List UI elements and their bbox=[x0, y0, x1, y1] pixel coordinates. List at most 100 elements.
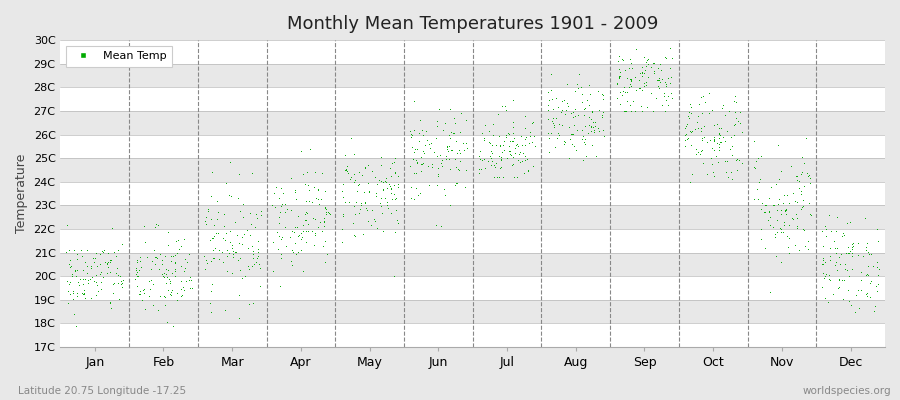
Point bbox=[98, 258, 112, 265]
Point bbox=[754, 153, 769, 159]
Bar bbox=[60, 229, 885, 252]
Point bbox=[682, 128, 697, 134]
Point bbox=[356, 189, 371, 196]
Point bbox=[161, 229, 176, 235]
Point bbox=[491, 174, 506, 180]
Point bbox=[275, 190, 290, 196]
Point bbox=[634, 64, 649, 70]
Text: Latitude 20.75 Longitude -17.25: Latitude 20.75 Longitude -17.25 bbox=[18, 386, 186, 396]
Point bbox=[336, 213, 350, 219]
Point bbox=[694, 137, 708, 143]
Point bbox=[137, 290, 151, 296]
Point bbox=[410, 192, 425, 198]
Point bbox=[434, 160, 448, 166]
Point bbox=[712, 144, 726, 151]
Point bbox=[272, 214, 286, 220]
Point bbox=[320, 211, 334, 218]
Point bbox=[582, 114, 597, 120]
Point bbox=[714, 125, 728, 132]
Point bbox=[387, 159, 401, 166]
Point bbox=[571, 84, 585, 91]
Point bbox=[368, 174, 382, 180]
Point bbox=[828, 245, 842, 251]
Point bbox=[713, 139, 727, 146]
Point bbox=[754, 200, 769, 206]
Point bbox=[561, 103, 575, 110]
Point bbox=[794, 206, 808, 213]
Point bbox=[225, 242, 239, 248]
Point bbox=[818, 294, 832, 301]
Point bbox=[146, 302, 160, 308]
Point bbox=[104, 300, 118, 306]
Point bbox=[452, 147, 466, 153]
Point bbox=[448, 120, 463, 126]
Point bbox=[841, 220, 855, 226]
Point bbox=[354, 200, 368, 206]
Point bbox=[383, 190, 398, 196]
Point bbox=[768, 231, 782, 238]
Point bbox=[389, 207, 403, 213]
Point bbox=[774, 207, 788, 213]
Point bbox=[706, 136, 721, 143]
Point bbox=[623, 81, 637, 88]
Point bbox=[853, 286, 868, 293]
Point bbox=[519, 156, 534, 162]
Point bbox=[144, 265, 158, 272]
Point bbox=[413, 116, 428, 123]
Point bbox=[586, 124, 600, 130]
Point bbox=[659, 80, 673, 87]
Point bbox=[558, 111, 572, 118]
Point bbox=[652, 84, 666, 91]
Point bbox=[683, 178, 698, 185]
Point bbox=[499, 106, 513, 113]
Point bbox=[414, 161, 428, 167]
Point bbox=[183, 274, 197, 280]
Point bbox=[836, 230, 850, 236]
Point bbox=[563, 110, 578, 117]
Point bbox=[500, 155, 514, 161]
Point bbox=[446, 115, 461, 122]
Point bbox=[566, 114, 580, 120]
Point bbox=[758, 245, 772, 252]
Point bbox=[216, 235, 230, 242]
Point bbox=[829, 250, 843, 257]
Point bbox=[658, 108, 672, 114]
Point bbox=[428, 222, 443, 228]
Point bbox=[584, 123, 598, 130]
Point bbox=[230, 194, 245, 201]
Point bbox=[452, 166, 466, 173]
Point bbox=[472, 153, 486, 160]
Point bbox=[486, 132, 500, 138]
Point bbox=[240, 244, 255, 251]
Point bbox=[582, 122, 597, 128]
Point bbox=[817, 275, 832, 282]
Point bbox=[222, 227, 237, 234]
Point bbox=[518, 153, 532, 159]
Point bbox=[322, 211, 337, 217]
Point bbox=[579, 153, 593, 159]
Point bbox=[623, 56, 637, 62]
Point bbox=[249, 215, 264, 221]
Point bbox=[473, 166, 488, 172]
Point bbox=[859, 272, 873, 278]
Point bbox=[212, 230, 226, 236]
Point bbox=[683, 100, 698, 107]
Legend: Mean Temp: Mean Temp bbox=[66, 46, 172, 67]
Point bbox=[298, 211, 312, 217]
Point bbox=[760, 216, 775, 223]
Point bbox=[391, 181, 405, 187]
Point bbox=[692, 100, 706, 107]
Point bbox=[243, 231, 257, 238]
Point bbox=[319, 208, 333, 215]
Point bbox=[571, 112, 585, 118]
Point bbox=[335, 188, 349, 195]
Point bbox=[801, 173, 815, 180]
Point bbox=[250, 255, 265, 262]
Point bbox=[305, 228, 320, 234]
Point bbox=[842, 247, 857, 254]
Point bbox=[232, 315, 247, 322]
Point bbox=[130, 271, 144, 277]
Point bbox=[178, 264, 193, 271]
Point bbox=[137, 223, 151, 229]
Point bbox=[66, 289, 80, 296]
